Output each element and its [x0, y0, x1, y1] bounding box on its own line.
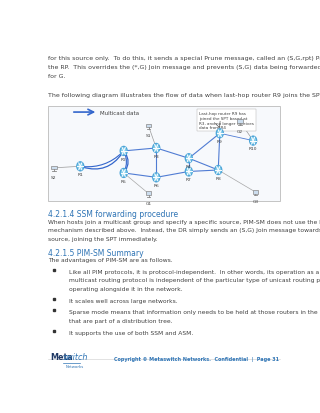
Text: R8: R8: [215, 176, 221, 180]
Text: S1: S1: [146, 134, 151, 138]
Text: R2: R2: [121, 157, 127, 161]
Text: for this source only.  To do this, it sends a special Prune message, called an (: for this source only. To do this, it sen…: [48, 56, 320, 61]
Text: that are part of a distribution tree.: that are part of a distribution tree.: [69, 318, 173, 323]
Circle shape: [185, 168, 192, 176]
Circle shape: [216, 130, 223, 138]
FancyBboxPatch shape: [253, 190, 258, 194]
Text: for G.: for G.: [48, 74, 65, 79]
Text: G1: G1: [145, 201, 152, 205]
Circle shape: [120, 147, 127, 156]
Text: Sparse mode means that information only needs to be held at those routers in the: Sparse mode means that information only …: [69, 310, 320, 315]
Circle shape: [122, 171, 126, 176]
Text: 4.2.1.4 SSM forwarding procedure: 4.2.1.4 SSM forwarding procedure: [48, 210, 178, 219]
Text: S2: S2: [51, 176, 57, 179]
Text: R10: R10: [249, 147, 257, 151]
Text: Meta: Meta: [50, 352, 73, 361]
Text: R5: R5: [121, 179, 127, 183]
Circle shape: [153, 173, 160, 183]
Text: G2: G2: [237, 129, 243, 133]
FancyBboxPatch shape: [146, 125, 151, 128]
Text: Networks: Networks: [66, 364, 84, 368]
Circle shape: [185, 154, 192, 163]
Circle shape: [187, 169, 191, 175]
Text: multicast routing protocol is independent of the particular type of unicast rout: multicast routing protocol is independen…: [69, 278, 320, 282]
Text: Last-hop router R9 has
joined the SPT based at
R3, and no longer receives
data f: Last-hop router R9 has joined the SPT ba…: [199, 112, 254, 130]
Circle shape: [122, 149, 126, 154]
Circle shape: [153, 144, 160, 153]
Text: R4: R4: [186, 165, 192, 169]
Text: R3: R3: [153, 154, 159, 158]
Text: The advantages of PIM-SM are as follows.: The advantages of PIM-SM are as follows.: [48, 258, 172, 263]
Text: R1: R1: [77, 173, 83, 177]
Text: switch: switch: [63, 352, 89, 361]
Circle shape: [218, 131, 222, 137]
Text: the RP.  This overrides the (*,G) Join message and prevents (S,G) data being for: the RP. This overrides the (*,G) Join me…: [48, 65, 320, 70]
Text: It supports the use of both SSM and ASM.: It supports the use of both SSM and ASM.: [69, 330, 194, 335]
Text: R7: R7: [186, 178, 192, 182]
Text: Copyright © Metaswitch Networks.  Confidential  |  Page 31: Copyright © Metaswitch Networks. Confide…: [114, 356, 279, 361]
Circle shape: [154, 175, 158, 181]
Text: source, joining the SPT immediately.: source, joining the SPT immediately.: [48, 237, 157, 242]
FancyBboxPatch shape: [146, 192, 151, 196]
Circle shape: [216, 168, 220, 173]
Circle shape: [215, 166, 222, 175]
Text: It scales well across large networks.: It scales well across large networks.: [69, 298, 178, 303]
Circle shape: [187, 156, 191, 162]
Text: G3: G3: [252, 199, 259, 204]
Text: 4.2.1.5 PIM-SM Summary: 4.2.1.5 PIM-SM Summary: [48, 248, 143, 257]
Text: R6: R6: [153, 184, 159, 188]
Circle shape: [78, 164, 83, 170]
Text: Multicast data: Multicast data: [100, 110, 140, 115]
Text: Like all PIM protocols, it is protocol-independent.  In other words, its operati: Like all PIM protocols, it is protocol-i…: [69, 269, 320, 274]
Circle shape: [77, 162, 84, 171]
Circle shape: [120, 169, 127, 178]
FancyBboxPatch shape: [237, 120, 243, 124]
Text: When hosts join a multicast group and specify a specific source, PIM-SM does not: When hosts join a multicast group and sp…: [48, 219, 320, 224]
Text: mechanism described above.  Instead, the DR simply sends an (S,G) Join message t: mechanism described above. Instead, the …: [48, 228, 320, 233]
Circle shape: [251, 138, 255, 144]
Text: operating alongside it in the network.: operating alongside it in the network.: [69, 286, 183, 291]
FancyBboxPatch shape: [48, 107, 280, 202]
Text: R9: R9: [217, 140, 223, 144]
Circle shape: [250, 137, 257, 146]
FancyBboxPatch shape: [51, 166, 57, 170]
Text: The following diagram illustrates the flow of data when last-hop router R9 joins: The following diagram illustrates the fl…: [48, 93, 320, 97]
Circle shape: [154, 146, 158, 152]
